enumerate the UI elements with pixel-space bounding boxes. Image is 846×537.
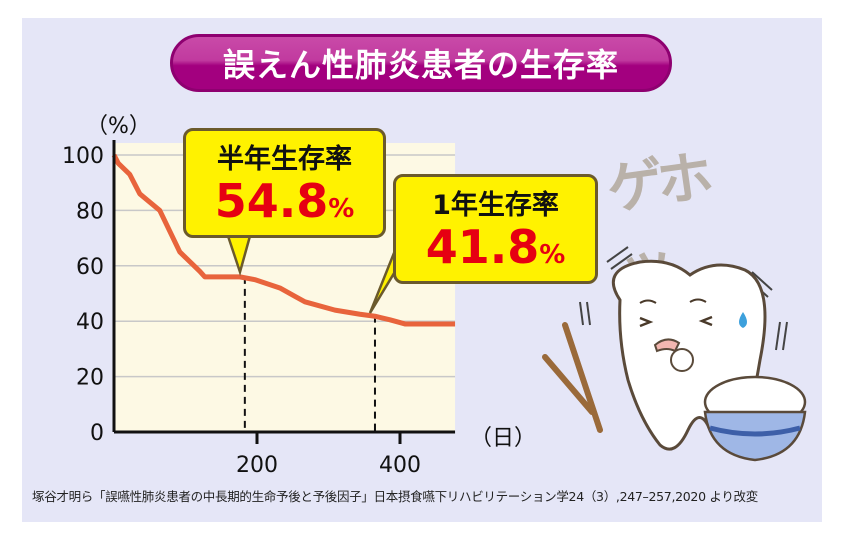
y-tick-label: 80 <box>76 199 104 224</box>
sweat-drop-icon <box>739 312 747 328</box>
chopsticks-icon <box>542 322 603 433</box>
rice-bowl-icon <box>703 375 807 462</box>
y-tick-label: 0 <box>90 421 104 446</box>
chart-title: 誤えん性肺炎患者の生存率 <box>170 34 672 92</box>
x-tick-label: 200 <box>236 453 278 478</box>
y-axis-unit: （%） <box>86 114 151 139</box>
y-tick-label: 100 <box>62 144 104 169</box>
survival-line <box>111 153 456 327</box>
callout-one-year: 1年生存率 41.8% <box>393 174 598 284</box>
callout-half-year: 半年生存率 54.8% <box>183 128 386 238</box>
y-tick-label: 20 <box>76 366 104 391</box>
y-tick-label: 40 <box>76 310 104 335</box>
source-citation: 塚谷才明ら「誤嚥性肺炎患者の中長期的生命予後と予後因子」日本摂食嚥下リハビリテー… <box>32 489 758 504</box>
y-tick-label: 60 <box>76 255 104 280</box>
x-tick-label: 400 <box>379 453 421 478</box>
x-axis-unit: （日） <box>470 426 537 451</box>
callout-label: 1年生存率 <box>432 190 559 221</box>
shake-lines <box>579 246 788 351</box>
callout-value: 41.8% <box>425 220 566 274</box>
callout-label: 半年生存率 <box>217 144 352 175</box>
callout-value: 54.8% <box>214 174 355 228</box>
